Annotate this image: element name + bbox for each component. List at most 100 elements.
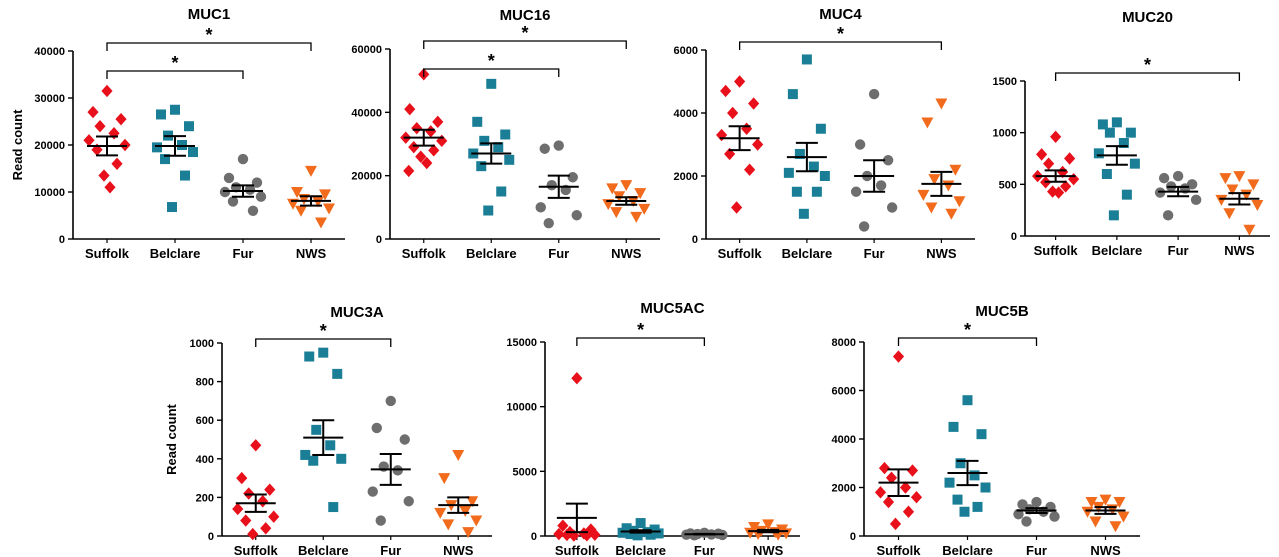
data-point (561, 528, 573, 542)
data-point (336, 453, 347, 464)
data-point (1111, 117, 1122, 128)
panel-muc5b: MUC5B 0 2000 4000 6000 8000 Suffolk Belclare Fur… (832, 303, 1140, 557)
data-point (1104, 127, 1115, 138)
group-belclare (152, 104, 198, 213)
data-point (255, 191, 267, 202)
y-tick-label: 10000 (506, 402, 537, 414)
x-tick-label: Fur (864, 246, 885, 261)
data-point (630, 211, 643, 223)
bracket-line (423, 68, 560, 77)
x-tick-label: Suffolk (555, 543, 600, 557)
data-point (952, 494, 963, 505)
data-point (783, 167, 794, 178)
data-point (944, 477, 955, 488)
group-suffolk (232, 439, 280, 541)
data-point (227, 196, 239, 207)
panel-muc4: MUC4 0 2000 4000 6000 Suffolk Belclare Fur NWS * (674, 6, 975, 261)
data-point (1064, 152, 1076, 165)
panel-title: MUC1 (188, 6, 231, 23)
data-point (921, 117, 934, 129)
data-point (945, 208, 958, 220)
data-point (87, 105, 99, 119)
panel-muc16: MUC16 0 20000 40000 60000 Suffolk Belclare Fur N… (351, 7, 660, 261)
panel-muc5ac: MUC5AC 0 5000 10000 15000 Suffolk Belclare Fur N… (506, 300, 800, 557)
data-point (634, 188, 647, 200)
data-point (953, 196, 966, 208)
data-point (156, 109, 166, 120)
group-belclare (300, 347, 347, 513)
data-point (850, 186, 862, 197)
group-fur (850, 88, 898, 232)
data-point (734, 75, 746, 88)
data-point (375, 515, 386, 526)
data-point (479, 135, 490, 146)
bracket-line (897, 337, 1038, 346)
y-tick-label: 5000 (513, 466, 537, 478)
data-point (305, 165, 317, 177)
data-point (794, 148, 805, 159)
data-point (567, 172, 578, 183)
data-point (553, 140, 564, 151)
data-point (892, 350, 905, 363)
panel-title: MUC5B (975, 303, 1029, 320)
group-nws (1081, 494, 1130, 533)
data-point (428, 144, 440, 157)
group-belclare (783, 54, 830, 219)
data-point (653, 528, 664, 539)
significance-bracket: * (106, 53, 244, 79)
data-point (434, 507, 447, 519)
data-point (476, 161, 487, 172)
x-tick-label: Belclare (782, 246, 833, 261)
data-point (268, 510, 280, 523)
y-tick-label: 0 (208, 531, 214, 543)
group-nws (917, 98, 966, 220)
y-tick-label: 2000 (674, 171, 698, 183)
significance-star: * (171, 53, 178, 73)
y-tick-label: 10000 (34, 187, 65, 199)
significance-bracket: * (576, 320, 706, 346)
data-point (483, 205, 494, 216)
data-point (1097, 119, 1108, 130)
data-point (1049, 511, 1060, 522)
x-tick-label: NWS (296, 246, 327, 261)
bracket-line (576, 337, 706, 346)
data-point (486, 78, 497, 89)
data-point (882, 155, 894, 166)
significance-star: * (964, 320, 971, 340)
data-point (442, 519, 455, 531)
x-tick-label: Suffolk (234, 543, 279, 557)
data-point (1117, 511, 1130, 523)
y-tick-label: 600 (196, 415, 214, 427)
data-point (925, 202, 938, 214)
data-point (83, 134, 95, 147)
data-point (472, 116, 483, 127)
data-point (581, 529, 593, 542)
data-point (819, 171, 830, 181)
data-point (257, 495, 269, 508)
data-point (1247, 179, 1260, 191)
data-point (170, 104, 180, 115)
x-tick-label: NWS (1090, 543, 1121, 557)
significance-star: * (488, 51, 495, 71)
bracket-line (106, 70, 244, 79)
x-tick-label: Fur (233, 246, 254, 261)
data-point (98, 169, 110, 182)
group-nws (287, 165, 335, 229)
group-suffolk (553, 372, 601, 542)
data-point (1125, 127, 1136, 138)
bracket-line (423, 40, 627, 49)
y-tick-label: 0 (59, 234, 65, 246)
data-point (620, 180, 633, 192)
data-point (250, 439, 262, 452)
data-point (1101, 169, 1112, 179)
y-axis-label: Read count (10, 109, 25, 180)
significance-bracket: * (1054, 55, 1241, 81)
group-nws (602, 180, 651, 223)
y-tick-label: 1500 (993, 76, 1017, 88)
data-point (108, 127, 120, 140)
data-point (791, 186, 802, 197)
data-point (94, 120, 106, 133)
data-point (811, 186, 822, 197)
y-tick-label: 0 (1011, 231, 1017, 243)
